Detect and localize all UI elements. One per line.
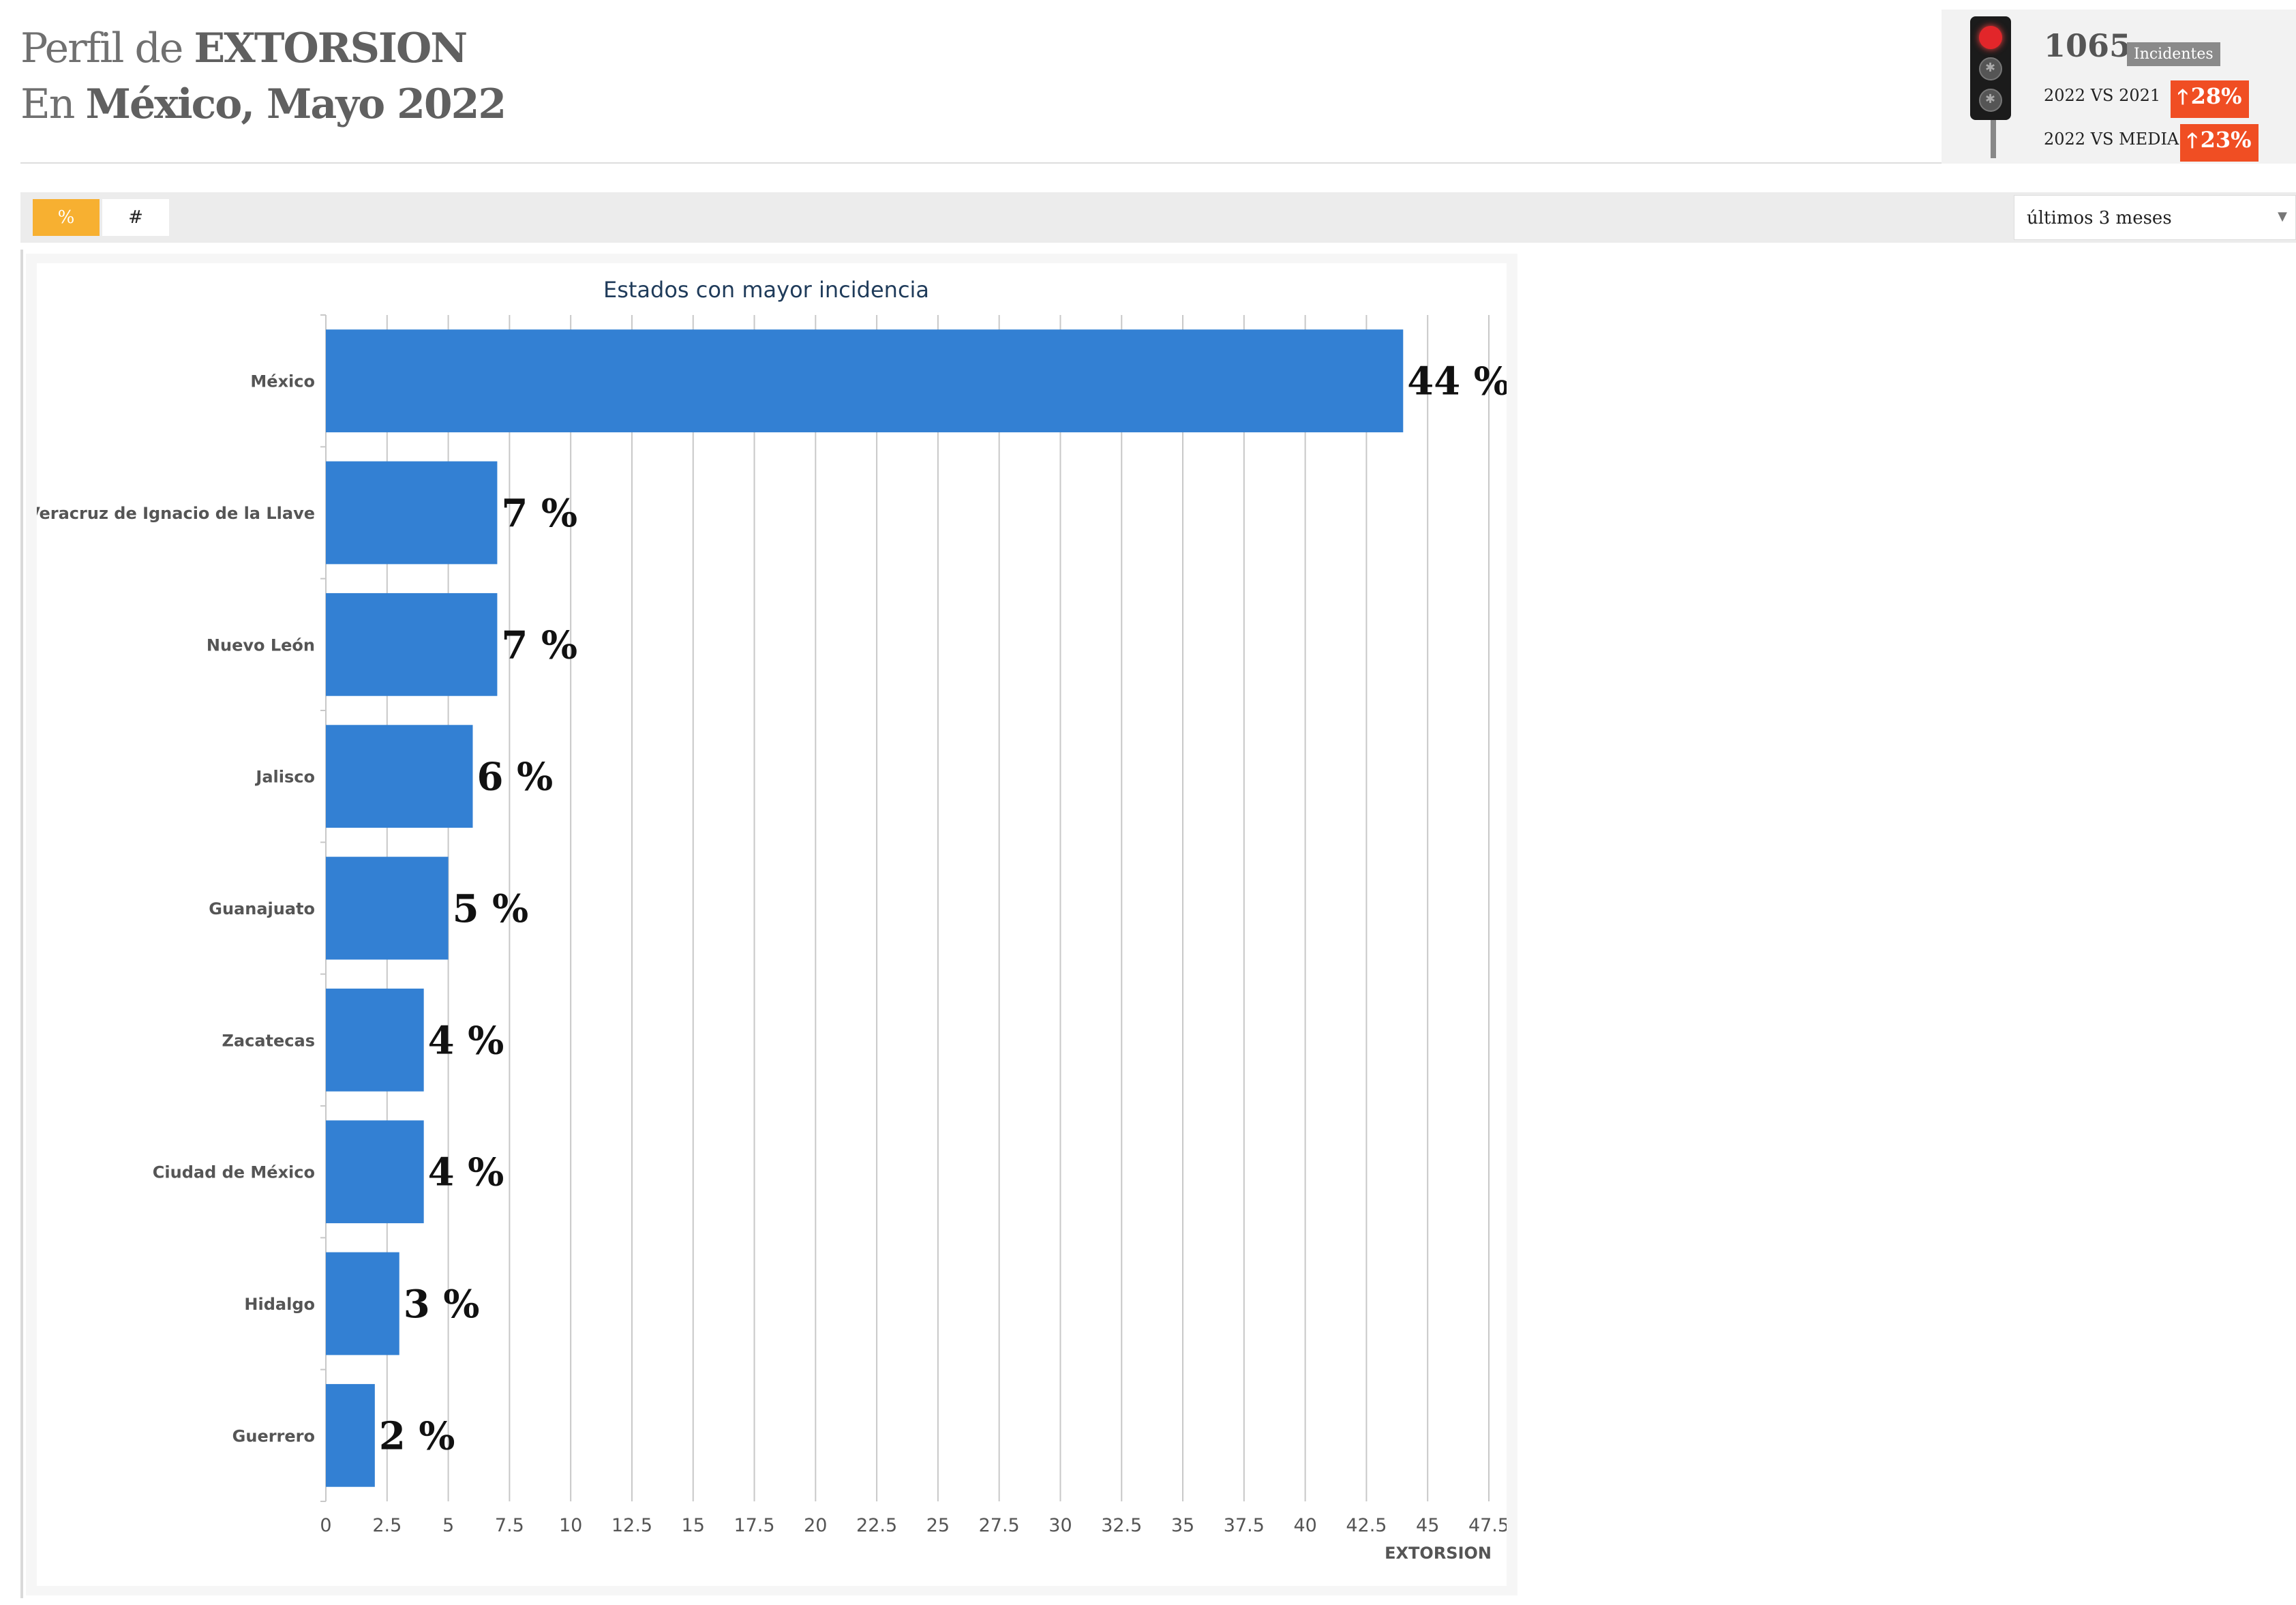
chevron-down-icon: ▼ (2278, 209, 2287, 224)
category-labels: México Veracruz de Ignacio de la Llave Nue… (27, 372, 315, 1446)
compare-media-value: 🡑 23% (2180, 124, 2259, 162)
chart-title: Estados con mayor incidencia (603, 277, 929, 303)
x-tick-label: 37.5 (1224, 1515, 1265, 1536)
chart-gridlines (320, 314, 1490, 1502)
period-select[interactable]: últimos 3 meses ▼ (2014, 195, 2296, 240)
chart-toolbar: % # últimos 3 meses ▼ (20, 192, 2296, 243)
yellow-lamp (1979, 57, 2002, 80)
toggle-count-button[interactable]: # (102, 199, 169, 236)
incident-count: 1065 (2044, 27, 2132, 64)
category-label: México (250, 372, 315, 391)
arrow-up-icon: 🡑 (2187, 129, 2198, 153)
x-tick-label: 22.5 (856, 1515, 897, 1536)
compare-media-label: 2022 VS MEDIA (2044, 130, 2179, 149)
x-tick-label: 30 (1048, 1515, 1072, 1536)
chart-bars (326, 329, 1404, 1487)
traffic-light-icon (1970, 16, 2011, 120)
bar-chart: Estados con mayor incidencia México Verac… (27, 277, 1510, 1563)
category-label: Veracruz de Ignacio de la Llave (37, 504, 315, 523)
bar[interactable] (326, 329, 1404, 433)
incident-badge: Incidentes (2127, 42, 2220, 66)
bar[interactable] (326, 1120, 424, 1224)
data-label: 3 % (404, 1282, 480, 1327)
bar[interactable] (326, 1383, 375, 1487)
period-select-value: últimos 3 meses (2027, 208, 2172, 228)
location-date: México, Mayo 2022 (85, 80, 507, 128)
traffic-light-pole (1991, 119, 1996, 158)
x-tick-label: 12.5 (611, 1515, 652, 1536)
x-tick-label: 25 (926, 1515, 950, 1536)
data-label: 5 % (453, 886, 529, 931)
x-axis-title: EXTORSION (1385, 1544, 1492, 1563)
x-tick-label: 5 (442, 1515, 454, 1536)
page-title: Perfil de EXTORSION (20, 20, 1943, 76)
data-label: 6 % (477, 755, 553, 800)
x-axis-ticks: 0 2.5 5 7.5 10 12.5 15 17.5 20 22.5 25 27.5 30 32.5 35… (320, 1515, 1509, 1536)
compare-2021-percent: 28% (2190, 83, 2242, 109)
data-label: 7 % (501, 491, 577, 536)
x-tick-label: 35 (1171, 1515, 1194, 1536)
panel-divider (20, 250, 23, 1598)
bar[interactable] (326, 461, 498, 565)
x-tick-label: 7.5 (495, 1515, 524, 1536)
x-tick-label: 32.5 (1101, 1515, 1142, 1536)
bar[interactable] (326, 725, 473, 828)
toggle-percent-button[interactable]: % (33, 199, 100, 236)
x-tick-label: 42.5 (1346, 1515, 1387, 1536)
x-tick-label: 47.5 (1468, 1515, 1507, 1536)
bar[interactable] (326, 592, 498, 696)
data-label: 2 % (379, 1413, 455, 1458)
page-header: Perfil de EXTORSION En México, Mayo 2022 (20, 20, 1943, 164)
x-tick-label: 2.5 (372, 1515, 402, 1536)
crime-name: EXTORSION (194, 25, 468, 72)
chart-container: Estados con mayor incidencia México Verac… (27, 263, 1510, 1586)
green-lamp (1979, 89, 2002, 112)
data-label: 44 % (1407, 359, 1507, 404)
x-tick-label: 15 (682, 1515, 705, 1536)
data-label: 4 % (428, 1150, 504, 1195)
bar[interactable] (326, 988, 424, 1092)
x-tick-label: 45 (1416, 1515, 1439, 1536)
compare-2021-label: 2022 VS 2021 (2044, 86, 2161, 105)
subtitle-prefix: En (20, 80, 75, 128)
category-label: Guanajuato (209, 899, 315, 918)
page-subtitle: En México, Mayo 2022 (20, 76, 1943, 132)
arrow-up-icon: 🡑 (2177, 85, 2188, 109)
x-tick-label: 10 (559, 1515, 582, 1536)
compare-2021-value: 🡑 28% (2171, 80, 2249, 118)
category-label: Guerrero (232, 1426, 315, 1445)
title-prefix: Perfil de (20, 25, 183, 72)
red-lamp (1979, 26, 2002, 49)
compare-media-percent: 23% (2200, 127, 2252, 153)
data-label: 7 % (501, 622, 577, 668)
category-label: Nuevo León (207, 635, 315, 655)
chart-panel: Estados con mayor incidencia México Verac… (26, 254, 1517, 1595)
category-label: Jalisco (254, 768, 315, 787)
data-label: 4 % (428, 1018, 504, 1063)
x-tick-label: 27.5 (979, 1515, 1020, 1536)
data-labels: 44 % 7 % 7 % 6 % 5 % 4 % 4 % 3 % 2 % (379, 359, 1510, 1459)
x-tick-label: 20 (804, 1515, 827, 1536)
category-label: Hidalgo (244, 1295, 315, 1314)
x-tick-label: 17.5 (734, 1515, 774, 1536)
bar[interactable] (326, 856, 449, 960)
x-tick-label: 40 (1293, 1515, 1316, 1536)
stats-summary: 1065 Incidentes 2022 VS 2021 🡑28% 2022 V… (1942, 10, 2296, 164)
category-label: Zacatecas (222, 1031, 315, 1050)
x-tick-label: 0 (320, 1515, 331, 1536)
category-label: Ciudad de México (153, 1163, 315, 1182)
bar[interactable] (326, 1252, 399, 1355)
